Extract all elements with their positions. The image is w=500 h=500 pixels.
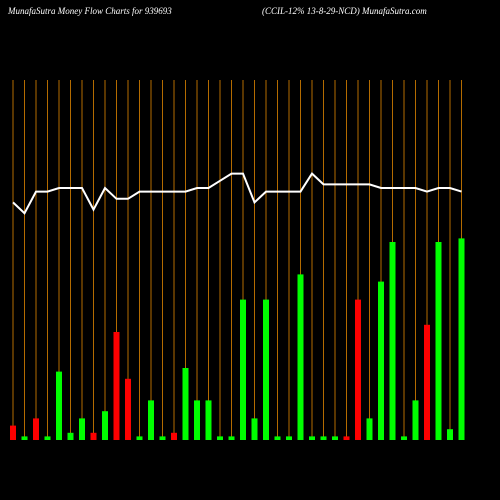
bar	[251, 418, 258, 440]
bar	[412, 400, 419, 440]
chart-subtitle: (CCIL-12% 13-8-29-NCD) MunafaSutra.com	[262, 6, 427, 16]
money-flow-line	[12, 172, 462, 215]
bar	[148, 400, 154, 440]
bar	[171, 432, 177, 440]
bar	[378, 281, 384, 440]
bar	[274, 436, 281, 440]
chart-title: MunafaSutra Money Flow Charts for 939693	[7, 6, 172, 16]
bar	[355, 299, 361, 440]
bar	[458, 238, 465, 440]
bar	[297, 274, 304, 440]
bar	[366, 418, 373, 440]
bar	[401, 436, 407, 440]
bar	[389, 242, 396, 440]
bar	[10, 425, 16, 440]
bar	[286, 436, 292, 440]
bar	[67, 432, 74, 440]
bar	[263, 299, 269, 440]
bar	[240, 299, 246, 440]
bar	[56, 371, 62, 440]
bar	[136, 436, 143, 440]
bar	[113, 332, 120, 440]
bar	[90, 432, 97, 440]
bar	[205, 400, 212, 440]
bar	[125, 378, 131, 440]
bar	[194, 400, 200, 440]
bar	[320, 436, 327, 440]
bar	[447, 429, 453, 440]
bar	[182, 368, 189, 440]
bar	[435, 242, 442, 440]
bar	[217, 436, 223, 440]
bar	[424, 324, 430, 440]
bar	[343, 436, 350, 440]
bar	[332, 436, 338, 440]
bar	[228, 436, 235, 440]
bar	[79, 418, 85, 440]
bar	[309, 436, 315, 440]
bar	[44, 436, 51, 440]
bar	[159, 436, 166, 440]
bar	[102, 411, 108, 440]
bar	[21, 436, 28, 440]
bar	[33, 418, 39, 440]
